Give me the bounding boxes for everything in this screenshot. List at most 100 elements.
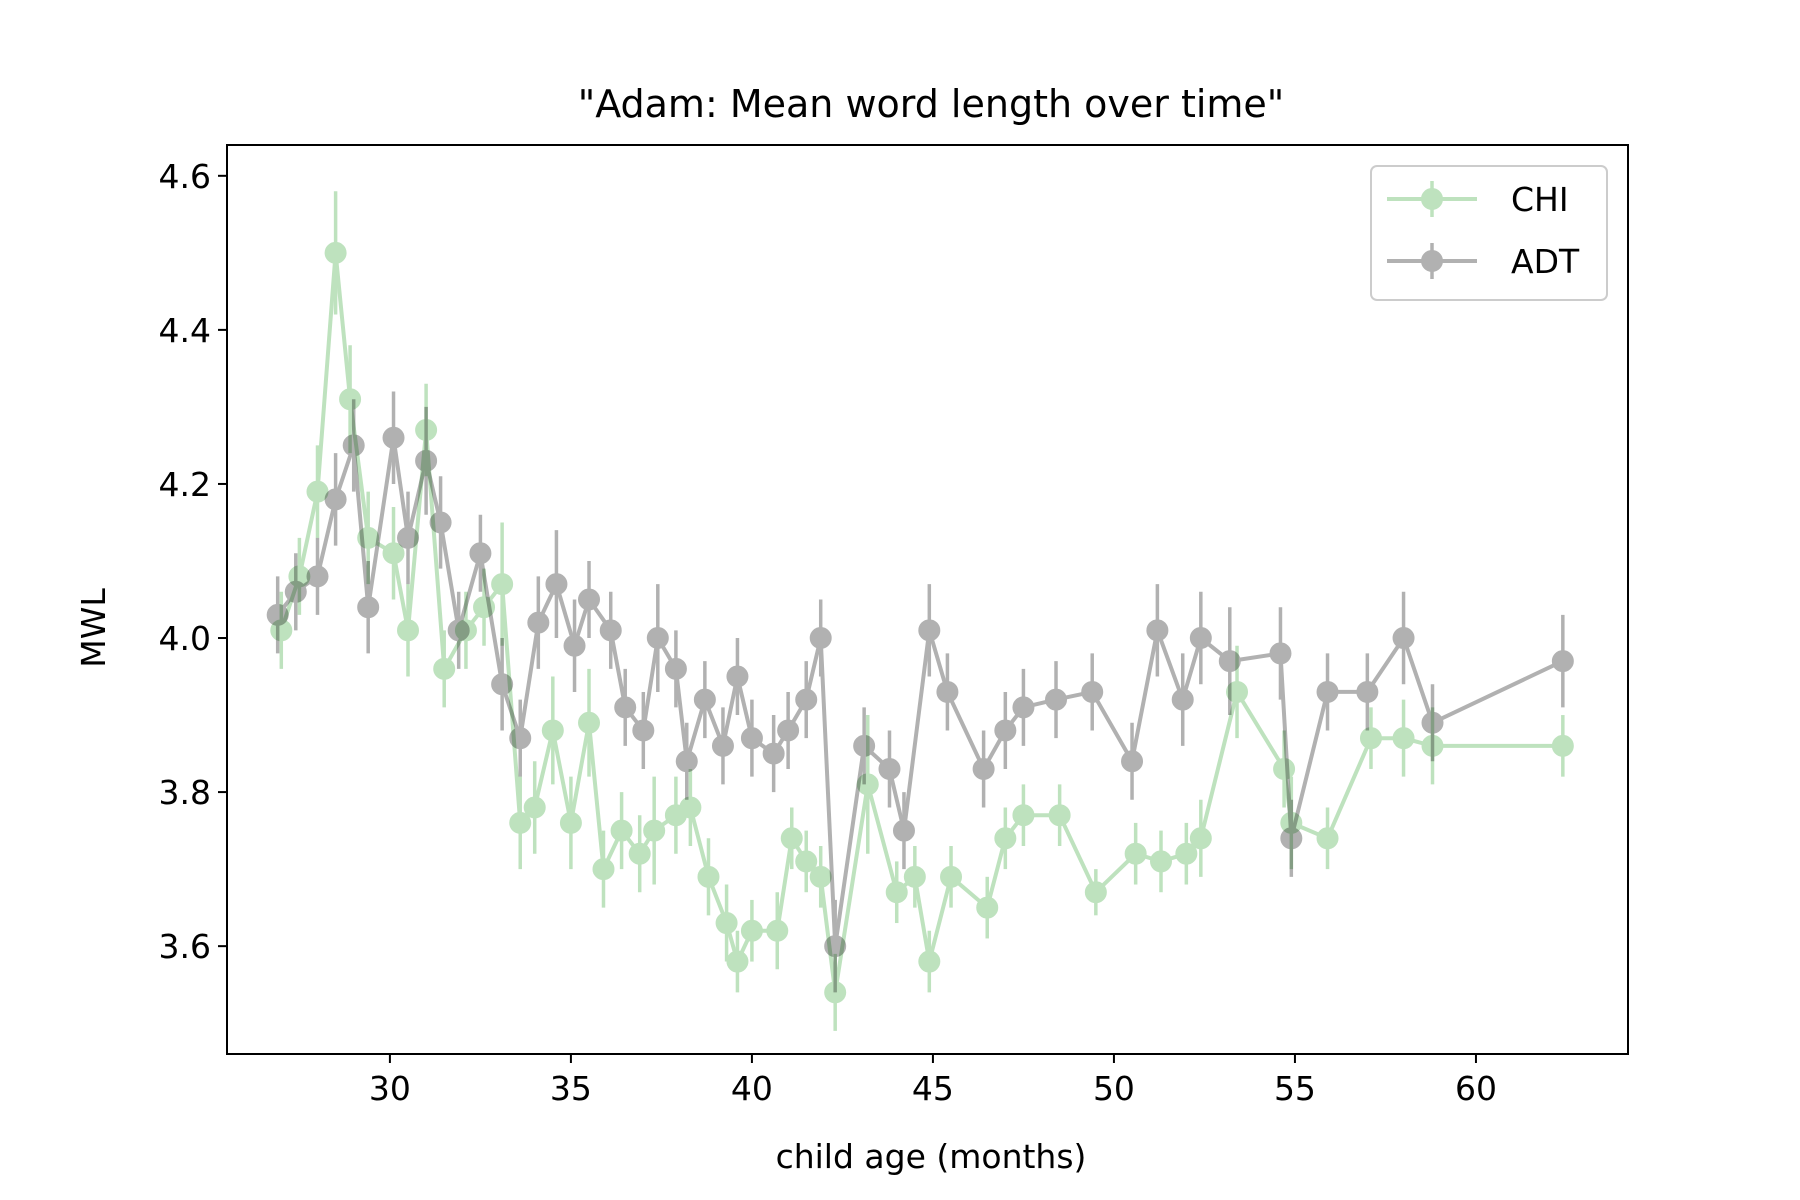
data-point-adt bbox=[878, 757, 901, 780]
data-point-adt bbox=[1121, 750, 1144, 773]
data-point-adt bbox=[491, 673, 514, 696]
x-tick-label: 50 bbox=[1093, 1069, 1135, 1108]
data-point-chi bbox=[940, 865, 963, 888]
data-point-chi bbox=[357, 526, 380, 549]
data-point-chi bbox=[697, 865, 720, 888]
data-point-adt bbox=[266, 603, 289, 626]
data-point-adt bbox=[824, 935, 847, 958]
x-tick-label: 40 bbox=[731, 1069, 773, 1108]
data-point-adt bbox=[599, 619, 622, 642]
x-tick-label: 30 bbox=[369, 1069, 411, 1108]
data-point-chi bbox=[1150, 850, 1172, 873]
data-point-adt bbox=[1269, 642, 1292, 665]
legend-label-adt: ADT bbox=[1511, 242, 1580, 281]
y-tick-label: 4.0 bbox=[159, 619, 211, 658]
data-point-chi bbox=[1316, 827, 1339, 850]
data-point-adt bbox=[1356, 680, 1379, 703]
y-tick-label: 4.4 bbox=[159, 311, 211, 350]
data-point-chi bbox=[433, 657, 456, 680]
data-point-chi bbox=[1124, 842, 1147, 865]
data-point-chi bbox=[578, 711, 601, 734]
data-point-adt bbox=[563, 634, 586, 657]
legend-label-chi: CHI bbox=[1511, 180, 1569, 219]
data-point-chi bbox=[339, 388, 362, 411]
data-point-adt bbox=[1189, 627, 1212, 650]
data-point-chi bbox=[824, 981, 847, 1004]
y-tick-label: 3.6 bbox=[159, 927, 211, 966]
data-point-adt bbox=[853, 734, 876, 757]
data-point-adt bbox=[664, 657, 687, 680]
x-axis-label: child age (months) bbox=[776, 1137, 1087, 1176]
data-point-chi bbox=[288, 565, 311, 588]
data-point-adt bbox=[1392, 627, 1415, 650]
data-point-chi bbox=[1421, 734, 1444, 757]
data-point-chi bbox=[1175, 842, 1198, 865]
legend-point-chi bbox=[1421, 188, 1443, 210]
data-point-chi bbox=[795, 850, 818, 873]
y-tick-label: 4.6 bbox=[159, 157, 211, 196]
data-point-chi bbox=[740, 919, 763, 942]
data-point-adt bbox=[1421, 711, 1444, 734]
data-point-adt bbox=[740, 727, 763, 750]
data-point-chi bbox=[592, 858, 615, 881]
data-point-chi bbox=[856, 773, 879, 796]
data-point-adt bbox=[509, 727, 532, 750]
data-point-adt bbox=[693, 688, 716, 711]
legend-point-adt bbox=[1421, 250, 1443, 272]
data-point-adt bbox=[357, 596, 380, 619]
data-point-chi bbox=[726, 950, 749, 973]
data-point-chi bbox=[415, 419, 438, 442]
x-tick-label: 35 bbox=[550, 1069, 592, 1108]
data-point-adt bbox=[1280, 827, 1303, 850]
chart-title: "Adam: Mean word length over time" bbox=[578, 82, 1285, 126]
data-point-adt bbox=[429, 511, 452, 534]
legend-box bbox=[1370, 165, 1608, 301]
data-point-adt bbox=[614, 696, 637, 719]
data-point-chi bbox=[1012, 804, 1035, 827]
data-point-chi bbox=[679, 796, 702, 819]
y-tick-label: 4.2 bbox=[159, 465, 211, 504]
data-point-adt bbox=[1316, 680, 1339, 703]
data-point-adt bbox=[632, 719, 655, 742]
data-point-chi bbox=[491, 573, 514, 596]
legend-marker-chi bbox=[1387, 181, 1477, 217]
data-point-adt bbox=[711, 734, 734, 757]
data-point-chi bbox=[397, 619, 420, 642]
data-point-adt bbox=[646, 627, 669, 650]
data-point-adt bbox=[1551, 650, 1574, 673]
data-point-adt bbox=[777, 719, 800, 742]
data-point-adt bbox=[415, 449, 438, 472]
data-point-chi bbox=[509, 811, 532, 834]
series-line-chi bbox=[279, 250, 1563, 995]
data-point-chi bbox=[976, 896, 999, 919]
data-point-chi bbox=[473, 596, 496, 619]
data-point-adt bbox=[1218, 650, 1241, 673]
data-point-adt bbox=[545, 573, 568, 596]
data-point-adt bbox=[1045, 688, 1068, 711]
data-point-chi bbox=[1226, 680, 1249, 703]
plot-area bbox=[266, 191, 1574, 1031]
data-point-chi bbox=[1048, 804, 1071, 827]
data-point-adt bbox=[578, 588, 601, 611]
data-point-chi bbox=[885, 881, 908, 904]
data-point-chi bbox=[903, 865, 926, 888]
data-point-chi bbox=[1359, 727, 1382, 750]
data-point-chi bbox=[610, 819, 633, 842]
data-point-adt bbox=[726, 665, 749, 688]
data-point-chi bbox=[628, 842, 651, 865]
data-point-chi bbox=[559, 811, 582, 834]
data-point-chi bbox=[1392, 727, 1415, 750]
data-point-chi bbox=[541, 719, 564, 742]
data-point-adt bbox=[284, 580, 307, 603]
data-point-adt bbox=[382, 426, 405, 449]
data-point-adt bbox=[892, 819, 915, 842]
data-point-chi bbox=[780, 827, 803, 850]
legend-marker-adt bbox=[1387, 243, 1477, 279]
data-point-chi bbox=[664, 804, 687, 827]
data-point-adt bbox=[809, 627, 832, 650]
data-point-adt bbox=[675, 750, 698, 773]
data-point-adt bbox=[324, 488, 347, 511]
data-point-adt bbox=[762, 742, 785, 765]
